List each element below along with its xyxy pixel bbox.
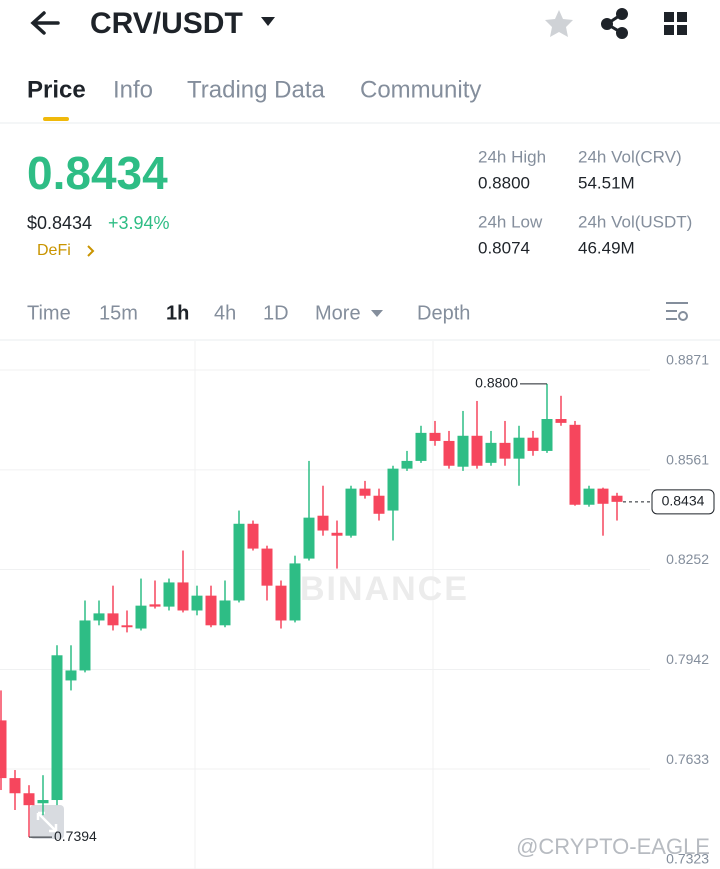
stat-value: 0.8800 (478, 173, 530, 192)
candle-body (485, 442, 497, 463)
candles (0, 383, 623, 838)
candle-body (513, 437, 525, 459)
candle-body (51, 655, 63, 801)
candle-body (457, 435, 469, 467)
pair-dropdown[interactable] (261, 17, 275, 26)
y-tick-label: 0.8871 (666, 352, 709, 368)
pair-title: CRV/USDT (90, 7, 243, 40)
interval-tab[interactable]: 1h (166, 302, 189, 324)
interval-tab[interactable]: 1D (263, 302, 289, 324)
last-price: 0.8434 (27, 147, 168, 199)
candle-body (583, 488, 595, 505)
stat-label: 24h High (478, 147, 546, 166)
candle-body (373, 495, 385, 514)
candle-body (247, 523, 259, 549)
stat-label: 24h Vol(USDT) (578, 212, 692, 231)
candle-body (191, 595, 203, 611)
usd-price: $0.8434 (27, 213, 92, 233)
max-marker-label: 0.8800 (475, 375, 518, 391)
interval-tab[interactable]: Time (27, 302, 71, 324)
candle-body (0, 720, 7, 779)
tab[interactable]: Community (360, 76, 481, 103)
last-price-label: 0.8434 (662, 493, 705, 509)
last-price-box (651, 489, 715, 515)
candle-body (37, 800, 49, 804)
y-tick-label: 0.7323 (666, 851, 709, 867)
candle-body (107, 613, 119, 626)
watermark: BINANCE (300, 570, 469, 608)
candle-body (387, 468, 399, 511)
menu-grid[interactable] (664, 12, 687, 35)
chart-settings[interactable] (666, 302, 688, 321)
y-tick-label: 0.7942 (666, 651, 709, 667)
sector-tag[interactable]: DeFi (37, 242, 71, 259)
y-tick-label: 0.8252 (666, 551, 709, 567)
candle-body (289, 563, 301, 621)
interval-tab[interactable]: Depth (417, 302, 470, 324)
candle-body (569, 424, 581, 505)
candle-body (345, 488, 357, 536)
tab[interactable]: Price (27, 76, 86, 103)
candle-body (555, 419, 567, 423)
favorite-star[interactable] (545, 10, 573, 37)
expand-button[interactable] (30, 805, 64, 839)
stat-label: 24h Low (478, 212, 543, 231)
candle-body (317, 515, 329, 531)
interval-tab[interactable]: 4h (214, 302, 236, 324)
candle-body (163, 582, 175, 607)
stat-value: 54.51M (578, 173, 635, 192)
candle-body (275, 585, 287, 621)
stat-value: 46.49M (578, 238, 635, 257)
candle-body (597, 488, 609, 504)
tab[interactable]: Info (113, 76, 153, 103)
stat-label: 24h Vol(CRV) (578, 147, 682, 166)
candle-body (177, 582, 189, 611)
candle-body (219, 600, 231, 626)
candle-body (9, 778, 21, 794)
candle-body (233, 523, 245, 601)
candle-body (359, 488, 371, 496)
candle-body (23, 793, 35, 806)
candle-body (121, 625, 133, 628)
candle-body (499, 442, 511, 459)
candle-body (527, 437, 539, 451)
candle-body (471, 435, 483, 466)
candle-body (401, 460, 413, 469)
candle-body (415, 432, 427, 461)
more-caret (371, 310, 383, 317)
credit: @CRYPTO-EAGLE (516, 834, 710, 859)
candle-body (429, 432, 441, 441)
candle-body (205, 595, 217, 626)
tab[interactable]: Trading Data (187, 76, 326, 103)
interval-tab[interactable]: More (315, 302, 361, 324)
candle-body (541, 419, 553, 451)
y-tick-label: 0.7633 (666, 751, 709, 767)
candle-body (331, 532, 343, 536)
min-marker-label: 0.7394 (54, 828, 97, 844)
candle-body (611, 495, 623, 502)
tag-chevron (87, 245, 95, 257)
candle-body (93, 613, 105, 621)
interval-tab[interactable]: 15m (99, 302, 138, 324)
candle-body (79, 620, 91, 671)
share-button[interactable] (601, 8, 628, 39)
y-tick-label: 0.8561 (666, 452, 709, 468)
candle-body (303, 517, 315, 559)
candle-body (261, 548, 273, 586)
candle-body (149, 604, 161, 607)
price-change: +3.94% (108, 213, 170, 233)
back-button[interactable] (30, 11, 60, 35)
candle-body (65, 670, 77, 681)
candle-body (135, 605, 147, 629)
tab-indicator (43, 117, 69, 121)
candle-body (443, 440, 455, 466)
stat-value: 0.8074 (478, 238, 530, 257)
